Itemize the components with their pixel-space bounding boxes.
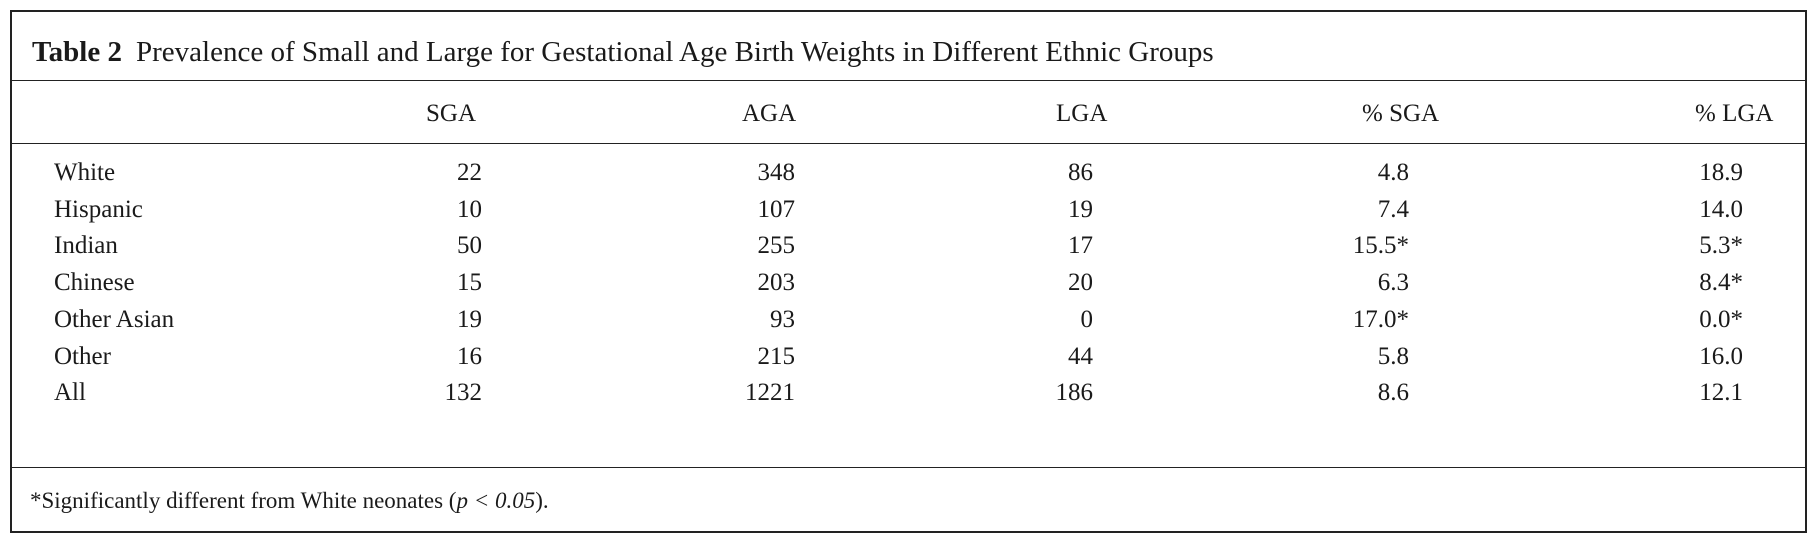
row-label: Indian	[54, 232, 118, 260]
cell-pct-sga: 5.8	[1377, 342, 1409, 370]
cell-lga: 186	[1055, 379, 1094, 407]
cell-aga: 203	[757, 269, 796, 297]
cell-lga: 44	[1068, 342, 1093, 370]
cell-aga: 107	[757, 195, 796, 223]
column-header-pct-sga: % SGA	[1362, 100, 1440, 127]
cell-pct-lga: 18.9	[1699, 159, 1743, 186]
column-header-lga: LGA	[1056, 100, 1108, 127]
cell-pct-lga: 0.0*	[1699, 305, 1743, 333]
table-caption-text: Prevalence of Small and Large for Gestat…	[136, 36, 1214, 68]
column-header-aga: AGA	[742, 100, 797, 127]
cell-aga: 255	[757, 232, 796, 260]
cell-sga: 19	[457, 305, 482, 333]
cell-lga: 20	[1068, 269, 1093, 297]
cell-pct-sga: 17.0*	[1352, 305, 1409, 333]
cell-aga: 348	[757, 159, 796, 186]
footnote-end: ).	[535, 488, 549, 513]
table-frame: Table 2 Prevalence of Small and Large for…	[10, 10, 1807, 533]
cell-aga: 215	[757, 342, 796, 370]
footnote-p-value: p < 0.05	[456, 488, 536, 513]
cell-pct-sga: 6.3	[1377, 269, 1409, 297]
cell-sga: 50	[457, 232, 482, 260]
cell-pct-sga: 15.5*	[1352, 232, 1409, 260]
row-label: Hispanic	[54, 195, 143, 223]
row-label: Chinese	[54, 269, 135, 297]
cell-pct-lga: 5.3*	[1699, 232, 1743, 260]
footer-divider	[12, 467, 1805, 468]
row-label: Other	[54, 342, 111, 370]
cell-lga: 0	[1080, 305, 1094, 333]
cell-lga: 19	[1068, 195, 1093, 223]
cell-sga: 15	[457, 269, 482, 297]
cell-lga: 86	[1068, 159, 1093, 186]
column-header-pct-lga: % LGA	[1695, 100, 1774, 127]
cell-pct-sga: 7.4	[1377, 195, 1409, 223]
cell-pct-lga: 8.4*	[1699, 269, 1743, 297]
table-caption-label: Table 2	[32, 36, 122, 68]
table-footnote: *Significantly different from White neon…	[30, 486, 549, 516]
column-header-sga: SGA	[426, 100, 477, 127]
cell-pct-sga: 4.8	[1377, 159, 1409, 186]
row-label: Other Asian	[54, 305, 175, 333]
cell-pct-lga: 14.0	[1699, 195, 1743, 223]
row-label: White	[54, 159, 116, 186]
cell-pct-lga: 12.1	[1699, 379, 1743, 407]
cell-pct-sga: 8.6	[1377, 379, 1409, 407]
footnote-text: *Significantly different from White neon…	[30, 488, 457, 513]
cell-sga: 16	[457, 342, 482, 370]
row-label: All	[54, 379, 86, 407]
table-caption: Table 2 Prevalence of Small and Large for…	[32, 26, 1214, 78]
cell-aga: 1221	[745, 379, 795, 407]
cell-lga: 17	[1068, 232, 1093, 260]
cell-aga: 93	[770, 305, 795, 333]
cell-sga: 10	[457, 195, 482, 223]
caption-divider	[12, 80, 1805, 81]
header-divider	[12, 143, 1805, 144]
cell-sga: 132	[444, 379, 483, 407]
cell-sga: 22	[457, 159, 482, 186]
cell-pct-lga: 16.0	[1699, 342, 1743, 370]
